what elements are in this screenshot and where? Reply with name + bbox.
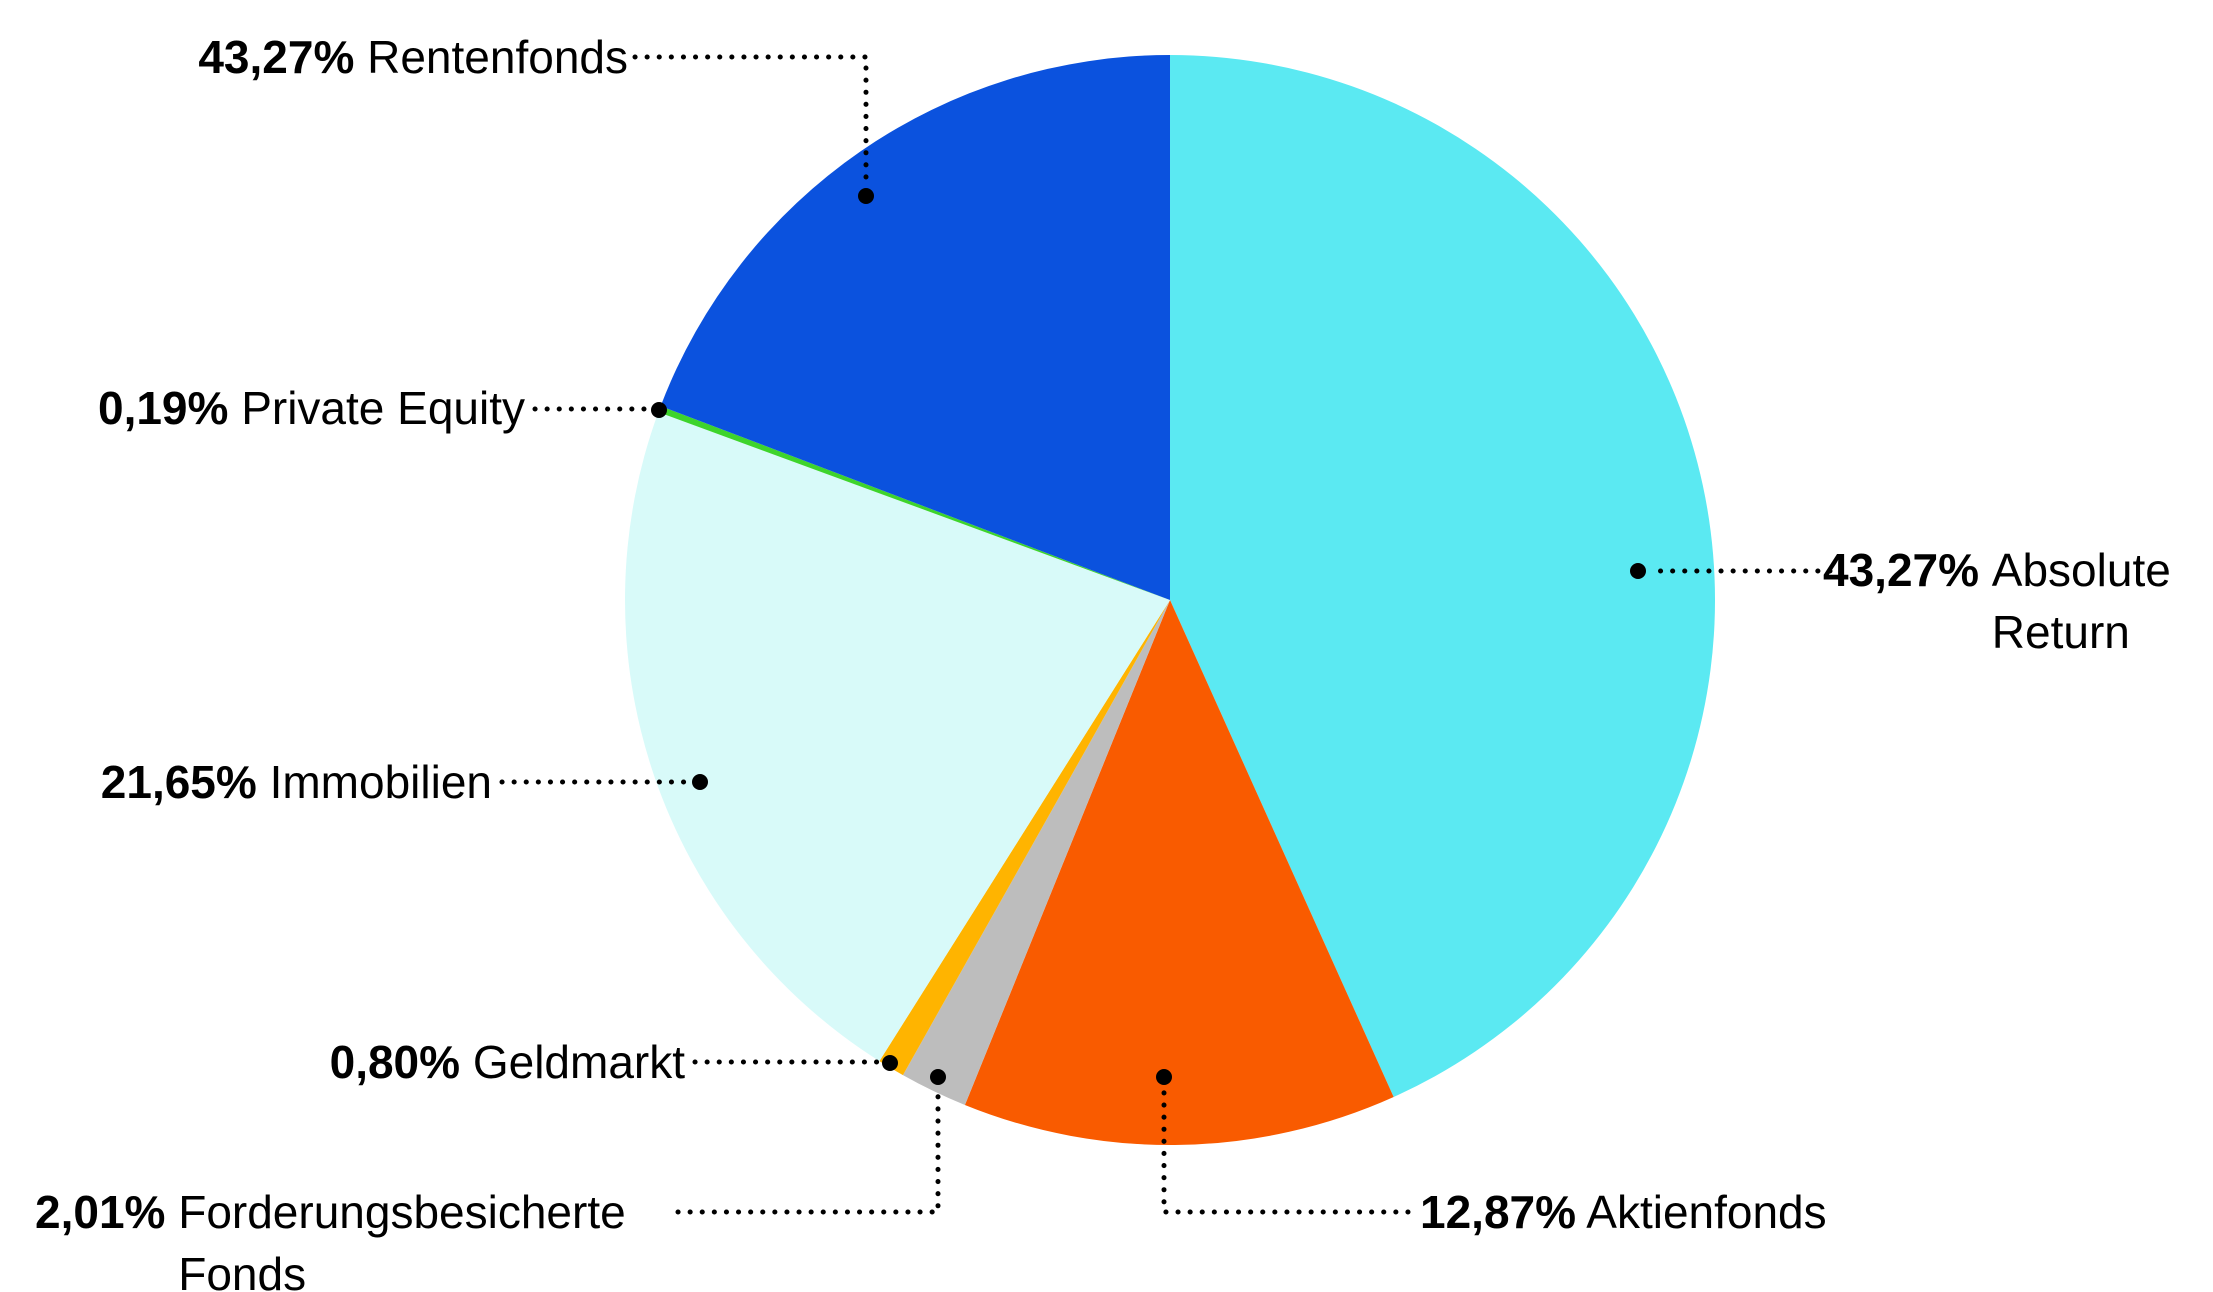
label-aktienfonds-percent: 12,87% xyxy=(1420,1186,1577,1238)
pie-slice-geldmarkt xyxy=(879,600,1170,1076)
label-immobilien-percent: 21,65% xyxy=(100,756,257,808)
pie-slice-rentenfonds xyxy=(660,55,1170,600)
marker-private-equity xyxy=(651,402,667,418)
label-private-equity-percent: 0,19% xyxy=(97,382,229,434)
label-forderungsbesicherte-fonds-percent: 2,01% xyxy=(35,1186,166,1238)
label-rentenfonds-percent: 43,27% xyxy=(198,31,355,83)
marker-geldmarkt xyxy=(882,1055,898,1071)
label-absolute-return-percent: 43,27% xyxy=(1823,544,1980,596)
marker-absolute-return xyxy=(1630,563,1646,579)
label-rentenfonds-name: Rentenfonds xyxy=(367,31,628,83)
label-immobilien: 21,65% Immobilien xyxy=(60,751,492,813)
label-private-equity: 0,19% Private Equity xyxy=(60,377,525,439)
leader-lines xyxy=(499,54,1833,1215)
marker-rentenfonds xyxy=(858,188,874,204)
label-forderungsbesicherte-fonds-name: Forderungsbesicherte Fonds xyxy=(178,1186,626,1292)
label-geldmarkt: 0,80% Geldmarkt xyxy=(60,1031,685,1093)
leader-forderungsbesicherte-fonds xyxy=(675,1084,941,1215)
label-geldmarkt-name: Geldmarkt xyxy=(472,1036,685,1088)
label-rentenfonds: 43,27% Rentenfonds xyxy=(60,26,628,88)
marker-immobilien xyxy=(692,774,708,790)
pie-slice-absolute-return xyxy=(1170,55,1716,1097)
marker-forderungsbesicherte-fonds xyxy=(930,1069,946,1085)
label-aktienfonds-name: Aktienfonds xyxy=(1586,1186,1827,1238)
marker-aktienfonds xyxy=(1156,1069,1172,1085)
pie-slice-aktienfonds xyxy=(964,600,1394,1146)
label-immobilien-name: Immobilien xyxy=(269,756,492,808)
label-geldmarkt-percent: 0,80% xyxy=(329,1036,461,1088)
pie-slices xyxy=(625,55,1716,1146)
label-private-equity-name: Private Equity xyxy=(241,382,525,434)
label-aktienfonds: 12,87% Aktienfonds xyxy=(1420,1181,1827,1243)
leader-rentenfonds xyxy=(632,54,869,189)
label-forderungsbesicherte-fonds: 2,01% Forderungsbesicherte Fonds xyxy=(35,1181,698,1292)
label-absolute-return: 43,27% Absolute Return xyxy=(1823,539,2212,663)
label-absolute-return-name: Absolute Return xyxy=(1991,544,2171,658)
leader-aktienfonds xyxy=(1161,1084,1411,1215)
pie-slice-forderungsbesicherte-fonds xyxy=(902,600,1170,1105)
pie-slice-private-equity xyxy=(658,406,1170,600)
pie-slice-immobilien xyxy=(625,412,1170,1062)
